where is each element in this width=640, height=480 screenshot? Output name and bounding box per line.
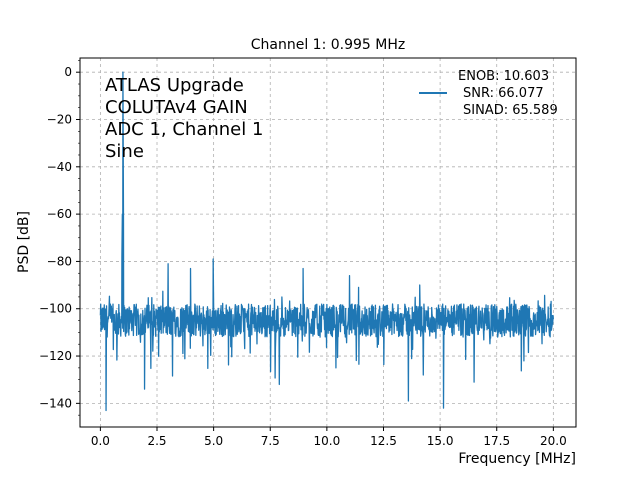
y-tick-label: 0 [64,65,72,79]
x-tick-label: 15.0 [427,434,454,448]
annotation-line-1: ATLAS Upgrade [105,75,244,96]
psd-series-line [99,71,554,412]
x-tick-label: 2.5 [147,434,166,448]
y-axis-label: PSD [dB] [16,211,32,273]
y-tick-label: −100 [39,302,72,316]
x-tick-label: 10.0 [314,434,341,448]
x-tick-label: 20.0 [540,434,567,448]
y-tick-label: −140 [39,396,72,410]
x-tick-label: 12.5 [370,434,397,448]
y-tick-label: −120 [39,349,72,363]
legend: ENOB: 10.603 SNR: 66.077 SINAD: 65.589 [419,69,558,118]
annotation-line-2: COLUTAv4 GAIN [105,97,248,118]
x-axis: 0.0 2.5 5.0 7.5 10.0 12.5 15.0 17.5 20.0 [91,427,567,448]
y-axis: 0 −20 −40 −60 −80 −100 −120 −140 [39,60,80,416]
x-tick-label: 5.0 [204,434,223,448]
plot-frame [79,57,577,428]
y-tick-label: −40 [47,160,72,174]
annotation-line-3: ADC 1, Channel 1 [105,119,263,140]
legend-sinad: SINAD: 65.589 [463,103,558,118]
y-tick-label: −80 [47,254,72,268]
x-tick-label: 17.5 [483,434,510,448]
x-axis-label: Frequency [MHz] [458,451,576,467]
y-tick-label: −20 [47,113,72,127]
x-tick-label: 7.5 [261,434,280,448]
chart-title: Channel 1: 0.995 MHz [251,37,406,53]
annotation: ATLAS Upgrade COLUTAv4 GAIN ADC 1, Chann… [105,75,263,162]
annotation-line-4: Sine [105,141,144,162]
x-tick-label: 0.0 [91,434,110,448]
y-tick-label: −60 [47,207,72,221]
legend-enob: ENOB: 10.603 [458,69,549,84]
series-layer [99,71,554,412]
legend-snr: SNR: 66.077 [463,86,544,101]
